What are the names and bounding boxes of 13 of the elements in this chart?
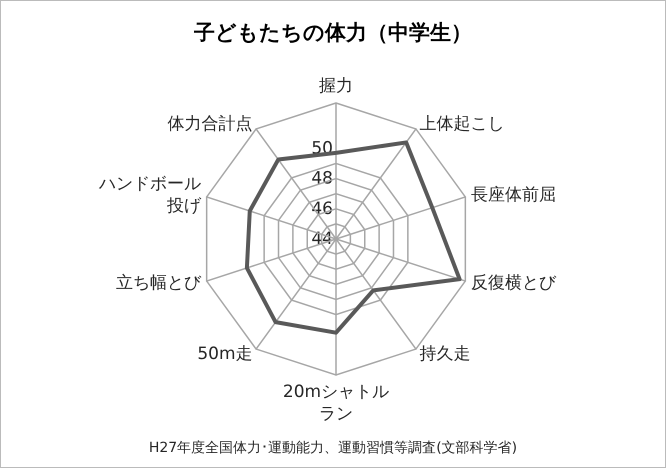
spoke-label: 体力合計点 (168, 114, 253, 134)
y-tick-label: 48 (311, 168, 333, 189)
text: H27年度全国体力･運動能力、運動習慣等調査(文部科学省) (148, 440, 518, 456)
spoke-label: 持久走 (419, 344, 470, 364)
chart-title: 子どもたちの体力（中学生） (193, 20, 472, 44)
spoke-label: 50m走 (197, 344, 253, 364)
spoke-label: 握力 (319, 76, 353, 96)
spoke-label: ハンドボール投げ (98, 174, 202, 216)
spoke-label: 反復横とび (471, 272, 558, 293)
spoke-label: 20mシャトルラン (282, 382, 390, 424)
spoke-label: 長座体前屈 (471, 185, 556, 206)
spoke-label: 立ち幅とび (116, 272, 202, 293)
spoke-label: 上体起こし (419, 114, 504, 134)
